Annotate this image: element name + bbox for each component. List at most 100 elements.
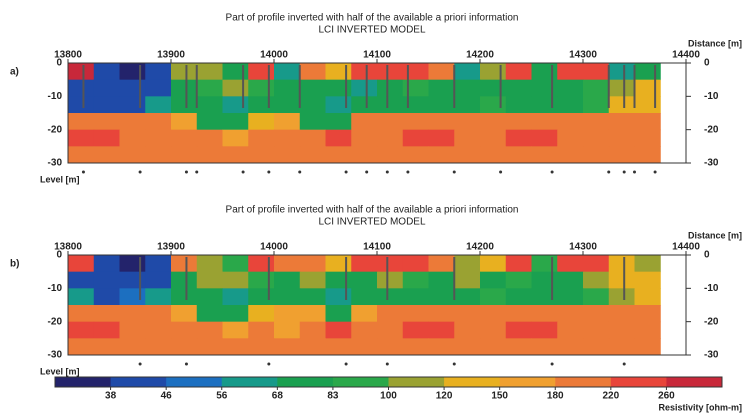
borehole-dot xyxy=(81,170,85,174)
colorbar-label: Resistivity [ohm-m] xyxy=(658,402,742,412)
resistivity-cell xyxy=(196,321,223,339)
resistivity-cell xyxy=(428,338,455,356)
resistivity-cell xyxy=(531,305,558,323)
resistivity-cell xyxy=(454,255,481,273)
resistivity-cell xyxy=(171,255,198,273)
resistivity-cell xyxy=(325,255,352,273)
resistivity-cell xyxy=(171,305,198,323)
resistivity-cell xyxy=(608,288,635,306)
resistivity-cell xyxy=(531,255,558,273)
y-tick-label-right: -30 xyxy=(704,158,719,169)
resistivity-cell xyxy=(274,79,301,97)
borehole-dot xyxy=(195,170,199,174)
resistivity-cell xyxy=(196,271,223,289)
resistivity-cell xyxy=(222,305,249,323)
resistivity-cell xyxy=(119,129,146,147)
resistivity-cell xyxy=(351,338,378,356)
resistivity-cell xyxy=(557,338,584,356)
resistivity-cell xyxy=(119,63,146,81)
resistivity-cell xyxy=(222,338,249,356)
resistivity-cell xyxy=(299,113,326,131)
x-tick-label: 14000 xyxy=(260,50,288,61)
resistivity-cell xyxy=(583,79,610,97)
colorbar-swatch xyxy=(332,377,389,387)
borehole-dot xyxy=(184,362,188,366)
resistivity-cell xyxy=(402,79,429,97)
y-tick-label: -20 xyxy=(48,316,63,327)
borehole-dot xyxy=(365,170,369,174)
resistivity-cell xyxy=(171,321,198,339)
y-tick-label: -20 xyxy=(48,124,63,135)
colorbar-swatch xyxy=(55,377,112,387)
colorbar-swatch xyxy=(388,377,445,387)
resistivity-cell xyxy=(351,113,378,131)
y-tick-label: 0 xyxy=(56,250,62,261)
resistivity-cell xyxy=(428,305,455,323)
resistivity-cell xyxy=(377,338,404,356)
resistivity-cell xyxy=(505,288,532,306)
resistivity-cell xyxy=(402,338,429,356)
resistivity-cell xyxy=(557,271,584,289)
resistivity-cell xyxy=(608,113,635,131)
resistivity-cell xyxy=(68,146,95,164)
y-tick-label-right: -10 xyxy=(704,283,719,294)
resistivity-cell xyxy=(505,146,532,164)
resistivity-cell xyxy=(196,129,223,147)
resistivity-cell xyxy=(351,321,378,339)
resistivity-cell xyxy=(119,113,146,131)
borehole-dot xyxy=(385,170,389,174)
resistivity-cell xyxy=(325,288,352,306)
resistivity-cell xyxy=(325,113,352,131)
resistivity-cell xyxy=(634,271,661,289)
resistivity-cell xyxy=(608,129,635,147)
resistivity-cell xyxy=(68,271,95,289)
resistivity-cell xyxy=(274,305,301,323)
resistivity-cell xyxy=(68,255,95,273)
y-axis-label: Level [m] xyxy=(40,174,80,184)
resistivity-cell xyxy=(351,146,378,164)
resistivity-cell xyxy=(505,338,532,356)
x-tick-label: 14000 xyxy=(260,242,288,253)
resistivity-cell xyxy=(583,305,610,323)
resistivity-cell xyxy=(196,79,223,97)
resistivity-cell xyxy=(248,255,275,273)
resistivity-cell xyxy=(325,129,352,147)
resistivity-cell xyxy=(531,129,558,147)
resistivity-cell xyxy=(222,79,249,97)
resistivity-cell xyxy=(325,146,352,164)
resistivity-cell xyxy=(119,305,146,323)
resistivity-cell xyxy=(583,321,610,339)
y-tick-label: -30 xyxy=(48,158,63,169)
resistivity-cell xyxy=(145,63,172,81)
resistivity-cell xyxy=(93,113,120,131)
resistivity-cell xyxy=(68,305,95,323)
resistivity-cell xyxy=(93,79,120,97)
resistivity-cell xyxy=(377,113,404,131)
colorbar-tick-label: 120 xyxy=(436,391,453,402)
y-tick-label-right: 0 xyxy=(704,58,710,69)
resistivity-cell xyxy=(145,305,172,323)
resistivity-cell xyxy=(634,96,661,114)
resistivity-cell xyxy=(119,288,146,306)
resistivity-cell xyxy=(119,146,146,164)
resistivity-cell xyxy=(196,96,223,114)
resistivity-cell xyxy=(402,63,429,81)
resistivity-cell xyxy=(531,146,558,164)
resistivity-cell xyxy=(325,338,352,356)
borehole-dot xyxy=(452,362,456,366)
resistivity-cell xyxy=(505,113,532,131)
resistivity-cell xyxy=(377,96,404,114)
resistivity-cell xyxy=(480,255,507,273)
colorbar-swatch xyxy=(555,377,612,387)
resistivity-cell xyxy=(68,288,95,306)
resistivity-cell xyxy=(196,113,223,131)
resistivity-cell xyxy=(196,255,223,273)
resistivity-cell xyxy=(325,63,352,81)
resistivity-cell xyxy=(454,305,481,323)
resistivity-cell xyxy=(171,63,198,81)
borehole-dot xyxy=(622,362,626,366)
resistivity-cell xyxy=(196,338,223,356)
resistivity-cell xyxy=(531,288,558,306)
resistivity-cell xyxy=(608,255,635,273)
resistivity-cell xyxy=(583,63,610,81)
